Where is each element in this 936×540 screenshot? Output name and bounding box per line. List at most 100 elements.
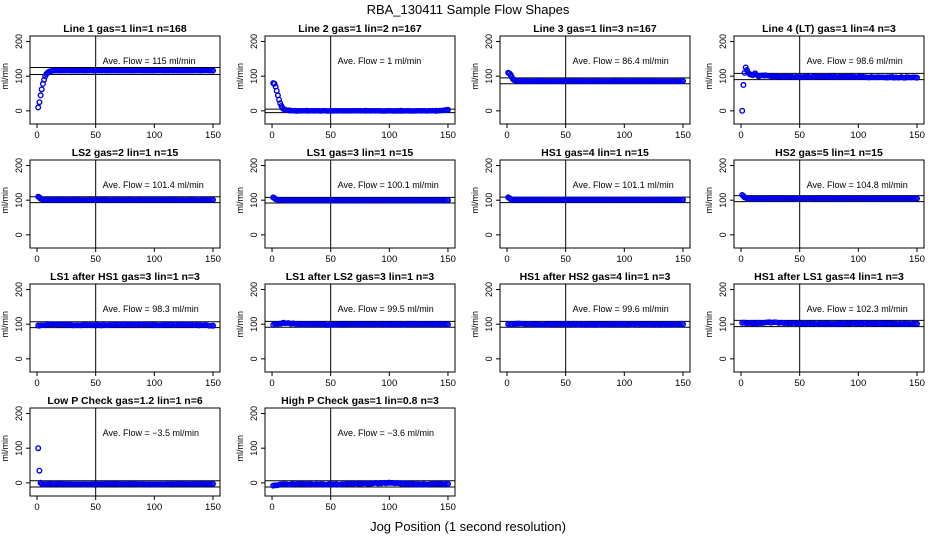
- data-point: [679, 196, 686, 203]
- panel: Line 4 (LT) gas=1 lin=4 n=3 ml/min 0 100 200…: [704, 23, 925, 141]
- ave-flow-annotation: Ave. Flow = −3.5 ml/min: [103, 428, 199, 438]
- x-tick-label: 0: [269, 378, 274, 389]
- y-axis-label: ml/min: [704, 311, 714, 338]
- ave-flow-annotation: Ave. Flow = 101.4 ml/min: [103, 180, 204, 190]
- y-tick-label: 100: [14, 441, 24, 456]
- data-point: [398, 197, 405, 204]
- data-point: [327, 481, 334, 488]
- y-tick-label: 200: [718, 282, 728, 297]
- data-point: [539, 77, 546, 84]
- y-tick-label: 100: [249, 441, 259, 456]
- y-tick-label: 200: [484, 158, 494, 173]
- x-tick-label: 0: [269, 254, 274, 265]
- panel: LS1 after HS1 gas=3 lin=1 n=3 ml/min 0 100 2…: [0, 271, 221, 389]
- data-point: [509, 196, 516, 203]
- data-point: [104, 67, 111, 74]
- data-point: [327, 107, 334, 114]
- data-point: [796, 320, 803, 327]
- y-tick-label: 100: [14, 193, 24, 208]
- data-point: [515, 77, 522, 84]
- x-tick-label: 50: [90, 254, 101, 265]
- data-point: [104, 480, 111, 487]
- panel-title: High P Check gas=1 lin=0.8 n=3: [281, 395, 439, 407]
- data-point: [386, 479, 393, 486]
- plot-frame: [264, 159, 456, 249]
- x-tick-label: 150: [205, 502, 221, 513]
- data-point: [63, 321, 70, 328]
- y-tick-label: 100: [484, 193, 494, 208]
- data-point: [174, 480, 181, 487]
- data-point: [740, 81, 747, 88]
- x-tick-label: 50: [325, 130, 336, 141]
- data-point: [773, 73, 780, 80]
- y-tick-label: 0: [718, 356, 728, 361]
- data-point: [35, 104, 42, 111]
- data-point: [57, 196, 64, 203]
- data-point: [357, 480, 364, 487]
- x-tick-label: 0: [34, 130, 39, 141]
- x-tick-label: 100: [850, 378, 866, 389]
- y-tick-label: 0: [718, 232, 728, 237]
- data-point: [180, 321, 187, 328]
- x-tick-label: 100: [146, 254, 162, 265]
- x-tick-label: 0: [738, 130, 743, 141]
- panel: HS1 after HS2 gas=4 lin=1 n=3 ml/min 0 100 2…: [470, 271, 691, 389]
- data-point: [621, 321, 628, 328]
- y-tick-label: 100: [249, 317, 259, 332]
- data-point: [609, 77, 616, 84]
- x-tick-label: 50: [325, 254, 336, 265]
- panel-title: HS1 after HS2 gas=4 lin=1 n=3: [520, 271, 671, 283]
- data-point: [445, 480, 452, 487]
- data-point: [198, 480, 205, 487]
- y-axis-label: ml/min: [470, 187, 480, 214]
- x-tick-label: 50: [90, 502, 101, 513]
- y-tick-label: 200: [14, 34, 24, 49]
- data-point: [913, 320, 920, 327]
- y-axis-label: ml/min: [235, 311, 245, 338]
- figure-title: RBA_130411 Sample Flow Shapes: [367, 2, 570, 17]
- x-tick-label: 0: [269, 502, 274, 513]
- data-point: [749, 195, 756, 202]
- data-point: [650, 321, 657, 328]
- ave-flow-annotation: Ave. Flow = 104.8 ml/min: [807, 180, 908, 190]
- panel-title: HS2 gas=5 lin=1 n=15: [775, 147, 883, 159]
- data-point: [51, 67, 58, 74]
- figure-xlabel: Jog Position (1 second resolution): [370, 519, 566, 534]
- x-tick-label: 50: [90, 130, 101, 141]
- x-tick-label: 150: [909, 378, 925, 389]
- x-tick-label: 0: [504, 130, 509, 141]
- y-tick-label: 0: [14, 232, 24, 237]
- panel: LS1 after LS2 gas=3 lin=1 n=3 ml/min 0 100 2…: [235, 271, 456, 389]
- data-point: [45, 196, 52, 203]
- data-point: [855, 73, 862, 80]
- plot-frame: [499, 35, 691, 125]
- data-point: [57, 67, 64, 74]
- y-axis-label: ml/min: [0, 187, 10, 214]
- panel-title: LS1 after LS2 gas=3 lin=1 n=3: [286, 271, 435, 283]
- y-tick-label: 100: [718, 317, 728, 332]
- data-point: [913, 74, 920, 81]
- y-axis-label: ml/min: [470, 311, 480, 338]
- data-point: [35, 322, 42, 329]
- data-point: [163, 196, 170, 203]
- y-tick-label: 200: [718, 158, 728, 173]
- x-tick-label: 100: [146, 130, 162, 141]
- panel: HS2 gas=5 lin=1 n=15 ml/min 0 100 200 0 50 100 1…: [704, 147, 925, 265]
- data-point: [749, 320, 756, 327]
- data-point: [761, 72, 768, 79]
- data-point: [36, 467, 43, 474]
- x-tick-label: 0: [34, 502, 39, 513]
- x-tick-label: 50: [325, 502, 336, 513]
- x-tick-label: 100: [616, 378, 632, 389]
- ave-flow-annotation: Ave. Flow = 101.1 ml/min: [573, 180, 674, 190]
- x-tick-label: 100: [381, 254, 397, 265]
- x-tick-label: 150: [440, 130, 456, 141]
- x-tick-label: 0: [34, 378, 39, 389]
- data-point: [442, 107, 449, 114]
- data-point: [796, 73, 803, 80]
- panel-title: Line 3 gas=1 lin=3 n=167: [533, 23, 657, 35]
- x-tick-label: 50: [794, 378, 805, 389]
- data-point: [505, 321, 512, 328]
- data-point: [127, 480, 134, 487]
